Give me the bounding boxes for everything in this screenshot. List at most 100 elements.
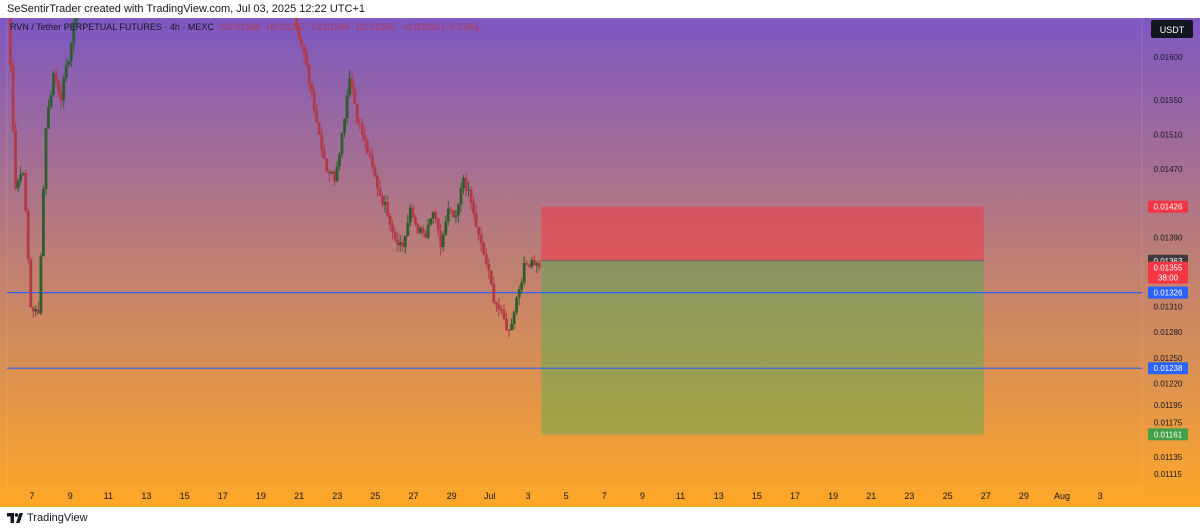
- x-tick-label: 9: [640, 491, 645, 501]
- candle-body: [446, 208, 450, 222]
- currency-label[interactable]: USDT: [1151, 20, 1193, 38]
- attribution-bar: SeSentirTrader created with TradingView.…: [0, 0, 1200, 18]
- candle-body: [517, 289, 521, 298]
- candle-body: [57, 81, 60, 92]
- candle-body: [472, 202, 475, 214]
- candle-body: [322, 150, 326, 159]
- price-label-line[interactable]: 0.01238: [1148, 362, 1188, 375]
- candle-body: [29, 259, 33, 308]
- candle-body: [39, 256, 43, 314]
- stop-loss-zone[interactable]: [541, 206, 984, 261]
- candle-body: [520, 282, 524, 290]
- x-tick-label: 13: [141, 491, 151, 501]
- y-tick-label: 0.01310: [1154, 302, 1183, 311]
- candle-body: [11, 65, 15, 130]
- candle-body: [383, 202, 387, 205]
- candle-body: [502, 309, 506, 320]
- tradingview-brand: TradingView: [27, 512, 88, 524]
- candle-body: [59, 91, 63, 101]
- candle-body: [479, 235, 483, 244]
- price-label-target[interactable]: 0.01161: [1148, 428, 1188, 441]
- tradingview-logo[interactable]: TradingView: [7, 512, 88, 524]
- x-tick-label: 19: [256, 491, 266, 501]
- candle-body: [72, 23, 76, 44]
- candle-body: [527, 264, 531, 267]
- candle-body: [363, 134, 367, 141]
- candle-body: [510, 324, 513, 331]
- candle-body: [335, 166, 339, 182]
- candle-body: [67, 60, 71, 65]
- price-label-stop[interactable]: 0.01426: [1148, 200, 1188, 213]
- candle-body: [449, 208, 453, 211]
- x-tick-label: 15: [752, 491, 762, 501]
- x-tick-label: 29: [1019, 491, 1029, 501]
- x-tick-label: 5: [564, 491, 569, 501]
- candle-body: [328, 171, 331, 174]
- price-label-text: 0.01363: [1154, 257, 1183, 266]
- ohlc-high: H0.01367: [266, 22, 305, 32]
- x-tick-label: 23: [904, 491, 914, 501]
- candle-body: [330, 171, 334, 174]
- candle-body: [368, 153, 372, 156]
- candle-body: [325, 158, 329, 172]
- footer: TradingView: [0, 507, 1200, 529]
- candle-body: [484, 254, 488, 264]
- candle-body: [535, 263, 539, 266]
- x-tick-label: 3: [1098, 491, 1103, 501]
- candle-body: [305, 53, 308, 65]
- candle-body: [47, 106, 50, 129]
- price-label-text: 0.01355: [1154, 264, 1183, 273]
- y-tick-label: 0.01280: [1154, 328, 1183, 337]
- price-chart[interactable]: RVN / Tether PERPETUAL FUTURES · 4h · ME…: [0, 0, 1200, 507]
- candle-body: [492, 284, 496, 303]
- candle-body: [21, 173, 25, 175]
- candle-body: [42, 188, 45, 257]
- candle-body: [538, 263, 541, 268]
- candle-body: [371, 155, 374, 167]
- candle-body: [477, 227, 481, 235]
- candle-body: [333, 171, 336, 182]
- y-tick-label: 0.01115: [1154, 470, 1182, 479]
- candle-body: [421, 227, 425, 233]
- x-tick-label: 7: [29, 491, 34, 501]
- ohlc-close: C0.01355: [356, 22, 395, 32]
- tradingview-logo-icon: [7, 513, 23, 523]
- x-tick-label: 7: [602, 491, 607, 501]
- countdown-text: 38:00: [1158, 274, 1179, 283]
- candle-body: [297, 26, 301, 39]
- candle-body: [343, 118, 346, 134]
- candle-body: [487, 263, 491, 271]
- candle-body: [307, 64, 311, 84]
- candle-body: [54, 73, 58, 82]
- candle-body: [515, 297, 518, 313]
- x-tick-label: 25: [370, 491, 380, 501]
- candle-body: [512, 312, 516, 325]
- candle-body: [44, 128, 48, 189]
- candle-body: [436, 218, 440, 231]
- candle-body: [312, 91, 316, 111]
- y-tick-label: 0.01220: [1154, 380, 1183, 389]
- x-tick-label: 3: [525, 491, 530, 501]
- x-tick-label: 11: [104, 491, 113, 501]
- price-label-line[interactable]: 0.01326: [1148, 286, 1188, 299]
- x-tick-label: 27: [408, 491, 418, 501]
- candle-body: [16, 180, 20, 189]
- candle-body: [320, 134, 324, 151]
- x-tick-label: 23: [332, 491, 342, 501]
- candle-body: [497, 304, 501, 310]
- candle-body: [345, 95, 349, 119]
- x-axis[interactable]: 7 9 11 13 15 17 19 21 23 25 27 29 Jul 3 5 7 9 11 13 15 17 19 2…: [29, 491, 1102, 501]
- candle-body: [495, 302, 498, 305]
- take-profit-zone[interactable]: [541, 260, 984, 435]
- horizontal-lines-layer: [7, 292, 1142, 369]
- candle-body: [489, 270, 493, 284]
- candle-body: [414, 217, 417, 224]
- candle-body: [406, 222, 410, 236]
- candle-body: [469, 189, 473, 203]
- candle-body: [37, 309, 40, 314]
- position-zones-layer: [541, 206, 984, 435]
- candle-body: [474, 213, 478, 228]
- y-axis[interactable]: 0.01600 0.01550 0.01510 0.01470 0.01390 0.013…: [1154, 53, 1183, 479]
- candle-body: [416, 224, 420, 233]
